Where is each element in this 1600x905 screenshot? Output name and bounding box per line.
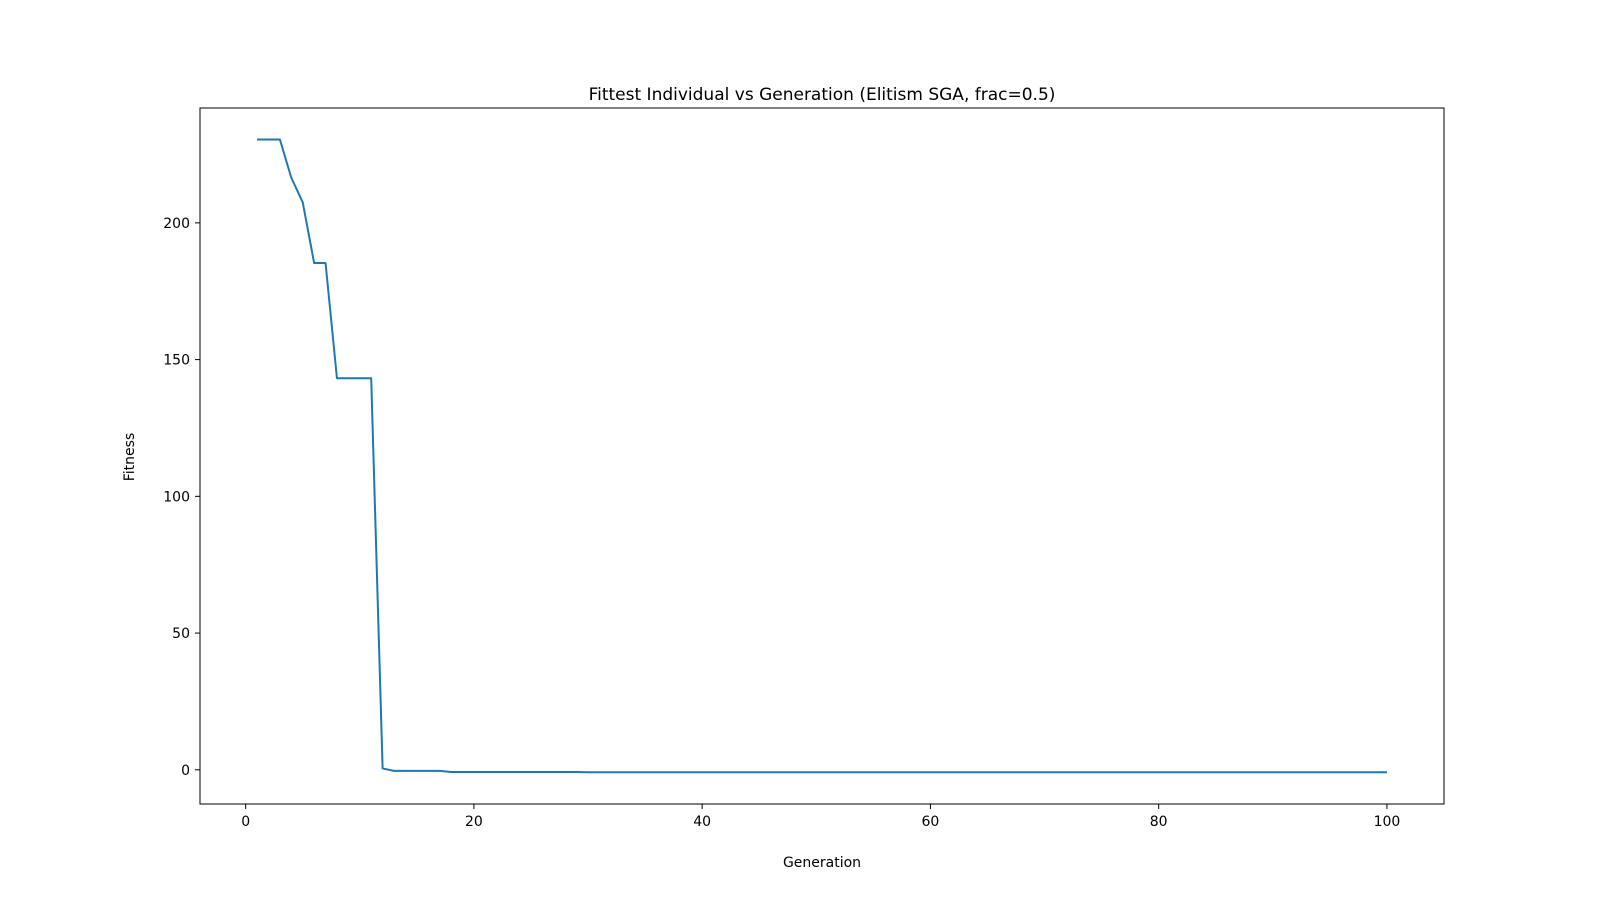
chart-title: Fittest Individual vs Generation (Elitis… xyxy=(589,85,1056,105)
series-line-0 xyxy=(257,138,1387,774)
y-tick-label: 150 xyxy=(163,353,190,369)
plot-area xyxy=(257,138,1387,774)
x-tick-label: 40 xyxy=(693,814,711,830)
y-tick-label: 100 xyxy=(163,489,190,505)
x-axis-title: Generation xyxy=(783,855,861,871)
y-tick-label: 200 xyxy=(163,216,190,232)
x-tick-label: 80 xyxy=(1150,814,1168,830)
y-tick-label: 50 xyxy=(172,626,190,642)
plot-frame xyxy=(199,107,1445,805)
x-tick-label: 0 xyxy=(241,814,250,830)
x-tick-label: 20 xyxy=(465,814,483,830)
x-tick-label: 60 xyxy=(922,814,940,830)
x-axis: 0 20 40 60 80 100 xyxy=(241,804,1400,830)
y-axis-title: Fitness xyxy=(122,433,138,482)
x-tick-label: 100 xyxy=(1374,814,1401,830)
y-axis: 0 50 100 150 200 xyxy=(163,216,200,779)
y-tick-label: 0 xyxy=(181,763,190,779)
